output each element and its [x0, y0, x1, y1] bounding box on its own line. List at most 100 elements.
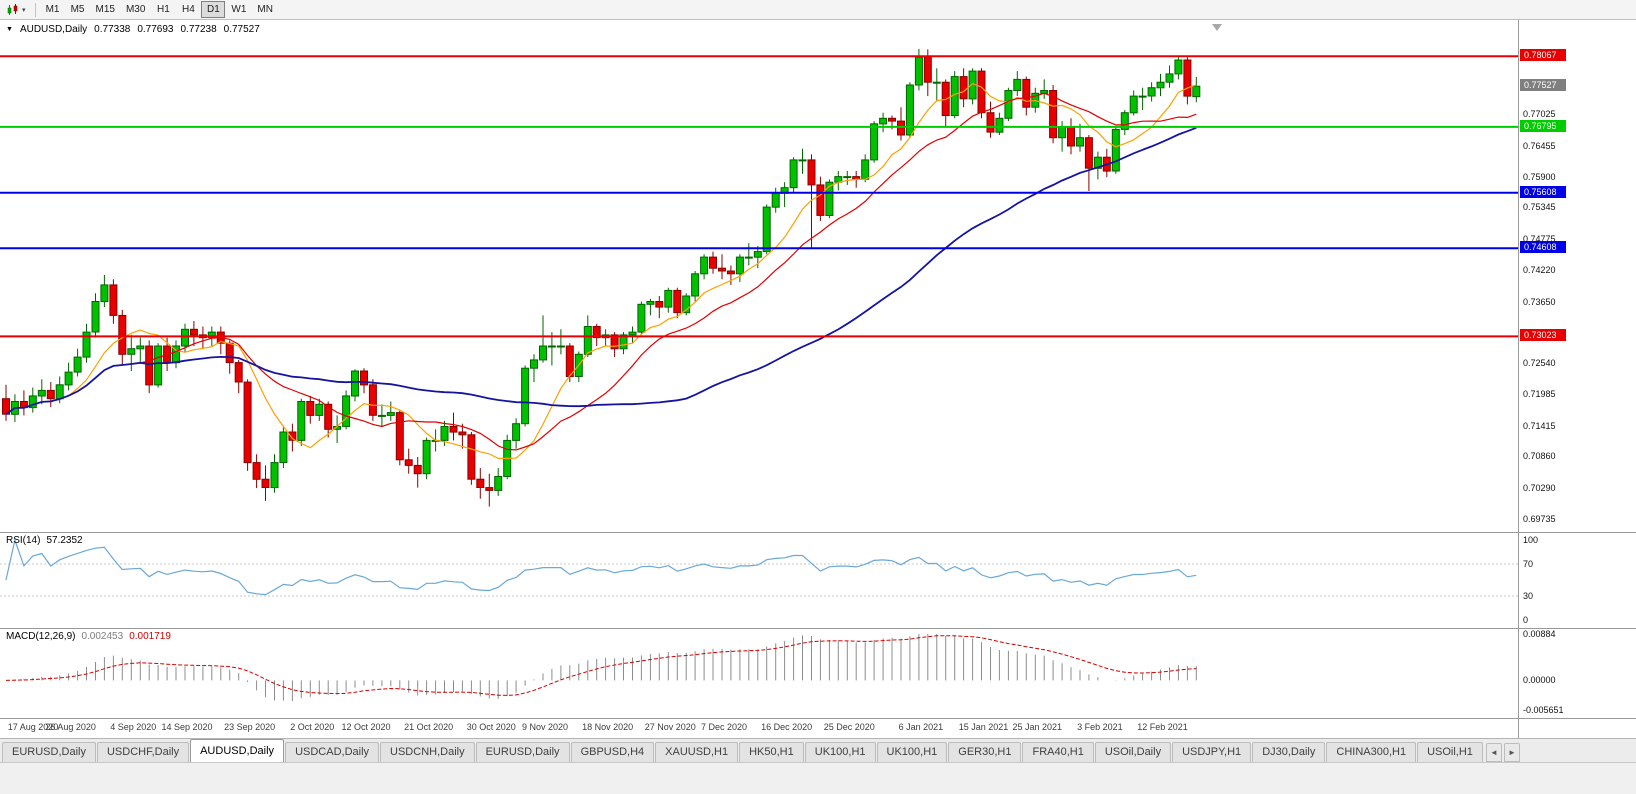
rsi-value: 57.2352: [46, 535, 83, 546]
chart-tab-usdjpy-h1[interactable]: USDJPY,H1: [1172, 742, 1252, 762]
date-label-6-jan-2021: 6 Jan 2021: [898, 722, 944, 732]
date-label-2-oct-2020: 2 Oct 2020: [290, 722, 335, 732]
chart-ohlc-header: ▼ AUDUSD,Daily 0.77338 0.77693 0.77238 0…: [6, 24, 260, 35]
date-label-18-nov-2020: 18 Nov 2020: [582, 722, 634, 732]
ohlc-open-value: 0.77338: [94, 24, 131, 35]
date-label-9-nov-2020: 9 Nov 2020: [521, 722, 569, 732]
rsi-line: [5, 537, 1197, 596]
price-tick-0.75900: 0.75900: [1523, 171, 1556, 182]
rsi-indicator-label: RSI(14) 57.2352: [6, 535, 83, 546]
macd-main-value: 0.002453: [81, 631, 124, 642]
chart-tab-audusd-daily[interactable]: AUDUSD,Daily: [190, 739, 285, 762]
macd-axis-0.00000: 0.00000: [1523, 675, 1556, 686]
chart-tab-fra40-h1[interactable]: FRA40,H1: [1022, 742, 1094, 762]
ohlc-close-value: 0.77527: [223, 24, 260, 35]
timeframe-button-m30[interactable]: M30: [125, 4, 146, 15]
date-label-15-jan-2021: 15 Jan 2021: [958, 722, 1009, 732]
date-label-25-dec-2020: 25 Dec 2020: [823, 722, 875, 732]
symbol-marker-icon: ▼: [6, 26, 13, 33]
price-tick-0.74220: 0.74220: [1523, 264, 1556, 275]
price-line-label-0.76795: 0.76795: [1520, 119, 1566, 132]
date-label-26-aug-2020: 26 Aug 2020: [45, 722, 96, 732]
panel-separator[interactable]: [0, 628, 1636, 629]
price-tick-0.71415: 0.71415: [1523, 420, 1556, 431]
candlestick-chart-icon: [7, 3, 18, 15]
date-label-4-sep-2020: 4 Sep 2020: [110, 722, 157, 732]
macd-signal-value: 0.001719: [129, 631, 171, 642]
macd-name: MACD(12,26,9): [6, 631, 76, 642]
macd-histogram: [14, 634, 1197, 702]
chart-tab-china300-h1[interactable]: CHINA300,H1: [1326, 742, 1417, 762]
timeframe-button-d1[interactable]: D1: [201, 1, 226, 18]
price-tick-0.76455: 0.76455: [1523, 140, 1556, 151]
chart-tab-uk100-h1[interactable]: UK100,H1: [876, 742, 948, 762]
status-bar: [0, 762, 1636, 794]
price-line-label-0.78067: 0.78067: [1520, 49, 1566, 62]
timeframe-button-h4[interactable]: H4: [182, 4, 195, 15]
tabs-scroll-right-button[interactable]: ►: [1503, 743, 1520, 762]
toolbar-separator: [34, 2, 36, 17]
date-label-25-jan-2021: 25 Jan 2021: [1012, 722, 1063, 732]
price-axis[interactable]: 0.78067 0.77527 0.76795 0.75608 0.74608 0.730…: [1518, 20, 1636, 738]
chart-tabs: EURUSD,Daily USDCHF,Daily AUDUSD,Daily USDC…: [2, 739, 1484, 762]
chart-tab-ger30-h1[interactable]: GER30,H1: [948, 742, 1022, 762]
price-tick-0.72540: 0.72540: [1523, 358, 1556, 369]
chart-tab-usdchf-daily[interactable]: USDCHF,Daily: [96, 742, 190, 762]
chart-tab-eurusd-daily[interactable]: EURUSD,Daily: [2, 742, 96, 762]
rsi-name: RSI(14): [6, 535, 41, 546]
chart-tab-usdcnh-daily[interactable]: USDCNH,Daily: [380, 742, 475, 762]
tabs-scroll-left-button[interactable]: ◄: [1485, 743, 1502, 762]
rsi-axis-30: 30: [1523, 591, 1534, 601]
date-label-12-feb-2021: 12 Feb 2021: [1137, 722, 1188, 732]
chart-tab-dj30-daily[interactable]: DJ30,Daily: [1252, 742, 1326, 762]
date-axis[interactable]: 17 Aug 2020 26 Aug 2020 4 Sep 2020 14 Sep 2…: [0, 718, 1518, 738]
timeframe-buttons: M1 M5 M15 M30 H1 H4 D1 W1 MN: [41, 1, 278, 18]
chart-tab-eurusd-daily[interactable]: EURUSD,Daily: [475, 742, 570, 762]
chart-area: ▼ AUDUSD,Daily 0.77338 0.77693 0.77238 0…: [0, 20, 1636, 738]
rsi-panel-canvas[interactable]: [0, 532, 1518, 628]
chart-tab-xauusd-h1[interactable]: XAUUSD,H1: [655, 742, 739, 762]
main-chart-canvas[interactable]: [0, 20, 1518, 532]
price-tick-0.70290: 0.70290: [1523, 483, 1556, 494]
macd-indicator-label: MACD(12,26,9) 0.002453 0.001719: [6, 631, 171, 642]
chart-tab-gbpusd-h4[interactable]: GBPUSD,H4: [570, 742, 655, 762]
macd-panel-canvas[interactable]: [0, 628, 1518, 718]
rsi-axis-70: 70: [1523, 559, 1534, 569]
date-label-16-dec-2020: 16 Dec 2020: [761, 722, 813, 732]
panel-separator[interactable]: [0, 532, 1636, 533]
macd-signal-line: [5, 635, 1197, 696]
date-label-23-sep-2020: 23 Sep 2020: [224, 722, 276, 732]
moving-average-8: [5, 82, 1197, 459]
chart-tab-usoil-daily[interactable]: USOil,Daily: [1094, 742, 1172, 762]
date-label-3-feb-2021: 3 Feb 2021: [1077, 722, 1123, 732]
price-tick-0.71985: 0.71985: [1523, 389, 1556, 399]
price-tick-0.69735: 0.69735: [1523, 513, 1556, 524]
price-tick-0.75345: 0.75345: [1523, 202, 1556, 213]
timeframe-button-w1[interactable]: W1: [231, 4, 247, 15]
timeframe-button-m15[interactable]: M15: [95, 4, 115, 15]
timeframe-button-h1[interactable]: H1: [157, 4, 170, 15]
price-line-label-0.74608: 0.74608: [1520, 241, 1566, 254]
chart-tab-usdcad-daily[interactable]: USDCAD,Daily: [285, 742, 380, 762]
date-label-12-oct-2020: 12 Oct 2020: [341, 722, 391, 732]
chart-tab-bar: EURUSD,Daily USDCHF,Daily AUDUSD,Daily USDC…: [0, 738, 1636, 762]
timeframe-button-m1[interactable]: M1: [45, 4, 60, 15]
date-label-21-oct-2020: 21 Oct 2020: [404, 722, 454, 732]
panel-separator: [0, 718, 1636, 719]
timeframe-button-mn[interactable]: MN: [257, 4, 273, 15]
chart-tab-hk50-h1[interactable]: HK50,H1: [739, 742, 804, 762]
shift-marker-icon: [1212, 24, 1222, 31]
chart-tab-uk100-h1[interactable]: UK100,H1: [804, 742, 876, 762]
candlesticks: [2, 48, 1201, 507]
rsi-axis-0: 0: [1523, 615, 1529, 625]
ohlc-high-value: 0.77693: [137, 24, 174, 35]
chart-type-button[interactable]: ▾: [3, 2, 30, 18]
macd-axis--0.005651: -0.005651: [1523, 705, 1564, 715]
price-line-label-0.75608: 0.75608: [1520, 185, 1566, 198]
price-tick-0.77025: 0.77025: [1523, 109, 1556, 120]
timeframe-button-m5[interactable]: M5: [70, 4, 85, 15]
chart-tab-usoil-h1[interactable]: USOil,H1: [1417, 742, 1483, 762]
dropdown-caret-icon: ▾: [22, 6, 26, 14]
price-tick-0.73650: 0.73650: [1523, 296, 1556, 307]
moving-average-50: [5, 126, 1197, 416]
